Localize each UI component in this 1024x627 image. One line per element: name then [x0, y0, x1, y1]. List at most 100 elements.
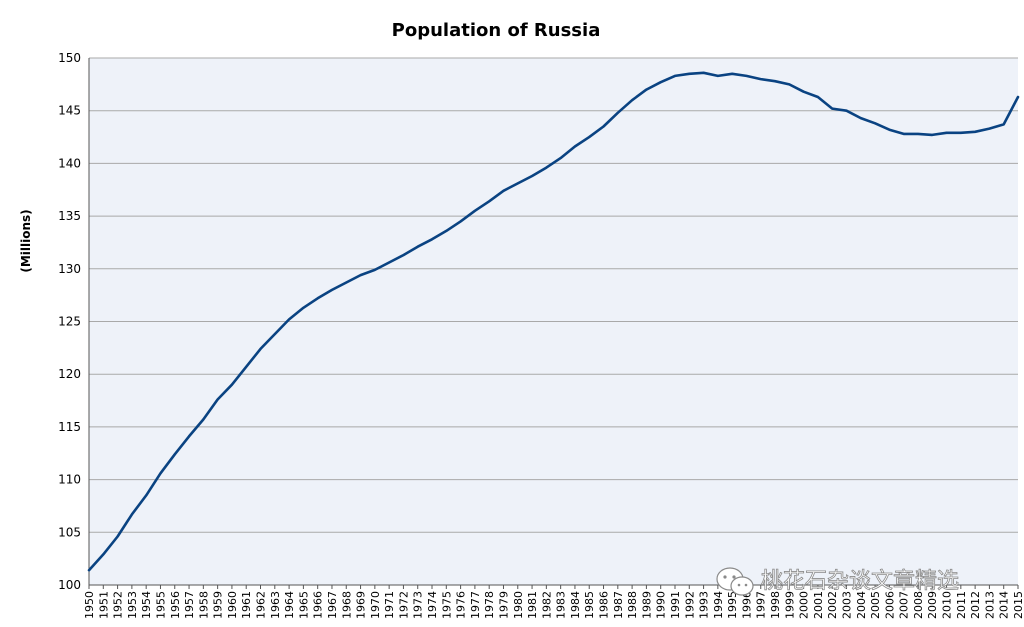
y-tick-label: 110 — [58, 473, 81, 487]
y-tick-label: 105 — [58, 525, 81, 539]
x-tick-label: 1992 — [683, 591, 696, 619]
data-point — [845, 109, 848, 112]
x-tick-label: 2002 — [826, 591, 839, 619]
data-point — [102, 553, 105, 556]
data-point — [588, 136, 591, 138]
x-tick-label: 2014 — [998, 591, 1011, 619]
data-point — [359, 274, 362, 277]
x-tick-label: 1975 — [440, 591, 453, 619]
x-tick-label: 1997 — [755, 591, 768, 619]
data-point — [774, 80, 776, 83]
x-tick-label: 1971 — [383, 591, 396, 619]
x-tick-label: 2007 — [898, 591, 911, 619]
x-tick-label: 1974 — [426, 591, 439, 619]
x-tick-label: 1962 — [255, 591, 268, 619]
data-point — [488, 200, 491, 203]
x-tick-label: 1996 — [740, 591, 753, 619]
x-tick-label: 2000 — [798, 591, 811, 619]
data-point — [288, 318, 290, 321]
data-point — [902, 132, 905, 135]
data-point — [631, 99, 634, 102]
x-tick-label: 2005 — [869, 591, 882, 619]
x-tick-label: 1972 — [397, 591, 410, 619]
x-tick-label: 1987 — [612, 591, 625, 619]
y-tick-label: 150 — [58, 51, 81, 65]
x-tick-label: 2004 — [855, 591, 868, 619]
data-point — [716, 75, 719, 77]
series-line — [87, 71, 1020, 572]
chart-title: Population of Russia — [392, 20, 601, 41]
x-tick-label: 1985 — [583, 591, 596, 619]
x-tick-label: 1954 — [140, 591, 153, 619]
data-point — [874, 122, 876, 125]
data-point — [1017, 96, 1019, 98]
y-tick-label: 125 — [58, 315, 81, 329]
data-point — [959, 131, 962, 134]
data-point — [431, 238, 433, 241]
data-point — [831, 107, 834, 110]
data-point — [859, 117, 862, 119]
data-point — [745, 75, 748, 77]
y-tick-label: 145 — [58, 104, 81, 118]
x-tick-label: 2013 — [983, 591, 996, 619]
x-tick-label: 2006 — [883, 591, 896, 619]
data-point — [188, 435, 190, 438]
data-point — [602, 125, 605, 128]
x-tick-label: 1995 — [726, 591, 739, 619]
x-tick-label: 1950 — [83, 591, 96, 619]
x-tick-label: 1980 — [512, 591, 525, 619]
x-tick-label: 1965 — [297, 591, 310, 619]
data-point — [345, 281, 348, 284]
data-point — [516, 182, 519, 185]
watermark: 桃花石杂谈文章精选 — [716, 567, 959, 596]
x-tick-label: 1953 — [126, 591, 139, 619]
x-tick-label: 1959 — [212, 591, 225, 619]
x-tick-label: 1963 — [269, 591, 282, 619]
x-tick-label: 1957 — [183, 591, 196, 619]
y-tick-label: 135 — [58, 209, 81, 223]
data-point — [917, 132, 919, 135]
x-tick-label: 1968 — [340, 591, 353, 619]
data-point — [659, 81, 662, 84]
data-point — [674, 75, 676, 77]
x-tick-label: 1978 — [483, 591, 496, 619]
x-tick-label: 1951 — [97, 591, 110, 619]
x-tick-label: 2015 — [1012, 591, 1024, 619]
data-point — [988, 127, 991, 130]
x-tick-label: 1970 — [369, 591, 382, 619]
x-tick-label: 2008 — [912, 591, 925, 619]
data-point — [145, 494, 148, 497]
data-point — [473, 209, 476, 212]
y-tick-label: 120 — [58, 367, 81, 381]
data-point — [202, 418, 205, 421]
x-tick-label: 1984 — [569, 591, 582, 619]
x-tick-label: 1989 — [640, 591, 653, 619]
x-tick-label: 1973 — [412, 591, 425, 619]
data-point — [502, 189, 505, 192]
x-tick-label: 1999 — [783, 591, 796, 619]
data-point — [416, 245, 419, 248]
data-point — [302, 306, 305, 309]
x-tick-label: 1961 — [240, 591, 253, 619]
x-tick-label: 1956 — [169, 591, 182, 619]
x-tick-label: 2003 — [840, 591, 853, 619]
x-tick-label: 1964 — [283, 591, 296, 619]
data-point — [331, 288, 333, 291]
x-tick-label: 1979 — [497, 591, 510, 619]
data-point — [273, 333, 276, 336]
data-point — [931, 134, 934, 136]
y-axis-label: (Millions) — [19, 209, 33, 272]
data-point — [88, 569, 90, 572]
x-tick-label: 1988 — [626, 591, 639, 619]
data-point — [173, 453, 176, 456]
data-point — [1002, 123, 1005, 126]
wechat-icon — [716, 567, 754, 596]
x-tick-label: 1998 — [769, 591, 782, 619]
data-point — [702, 71, 705, 74]
data-point — [688, 72, 691, 75]
x-tick-label: 2012 — [969, 591, 982, 619]
data-point — [788, 83, 791, 86]
